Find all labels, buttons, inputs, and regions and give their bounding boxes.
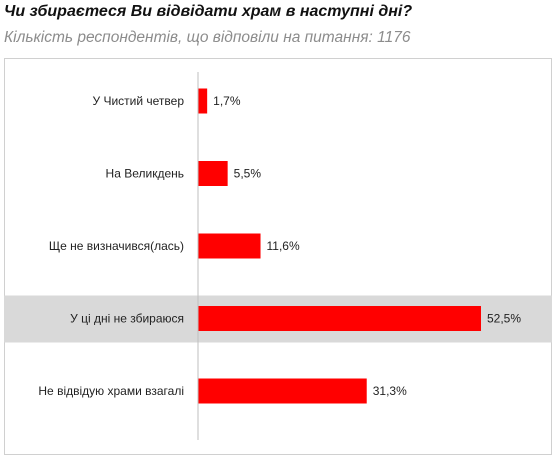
chart-subtitle: Кількість респондентів, що відповіли на … <box>4 29 411 46</box>
category-label: У Чистий четвер <box>92 94 184 108</box>
category-label: Ще не визначився(лась) <box>49 239 184 253</box>
chart-title: Чи збираєтеся Ви відвідати храм в наступ… <box>4 3 413 20</box>
bar <box>198 306 481 331</box>
bar <box>198 88 208 114</box>
value-label: 5,5% <box>234 167 262 181</box>
bar <box>198 161 228 186</box>
value-label: 31,3% <box>373 384 407 398</box>
category-label: На Великдень <box>106 167 184 181</box>
category-label: Не відвідую храми взагалі <box>38 384 184 398</box>
bar <box>198 378 367 404</box>
bar <box>198 233 261 259</box>
value-label: 11,6% <box>267 239 300 253</box>
value-label: 1,7% <box>213 94 241 108</box>
value-label: 52,5% <box>487 312 521 326</box>
category-label: У ці дні не збираюся <box>70 312 184 326</box>
